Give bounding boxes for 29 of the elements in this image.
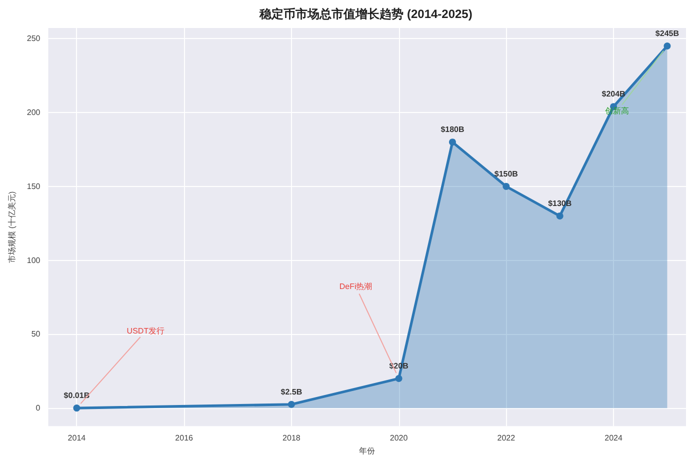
point: [664, 42, 671, 50]
x-tick-label: 2018: [282, 434, 301, 443]
annotation: DeFi热潮: [339, 282, 372, 292]
data-label: $0.01B: [64, 391, 90, 400]
x-tick-label: 2014: [68, 434, 86, 443]
x-tick-label: 2022: [497, 434, 516, 443]
point: [556, 212, 564, 220]
data-label: $245B: [655, 29, 680, 38]
annotation: USDT发行: [126, 326, 165, 336]
point: [502, 182, 510, 190]
x-tick-label: 2024: [604, 434, 623, 443]
point: [73, 404, 80, 412]
data-label: $180B: [440, 125, 464, 134]
y-tick-label: 100: [26, 256, 41, 265]
y-tick-label: 150: [26, 182, 41, 191]
y-tick-label: 0: [36, 404, 41, 413]
y-tick-label: 200: [26, 108, 41, 118]
data-label: $2.5B: [280, 387, 302, 396]
x-tick-label: 2016: [175, 434, 194, 443]
point: [448, 138, 456, 146]
y-tick-label: 250: [26, 34, 41, 44]
point: [395, 375, 402, 382]
y-tick-label: 50: [31, 330, 41, 339]
data-label: $150B: [494, 169, 518, 178]
x-tick-label: 2020: [390, 434, 408, 443]
y-axis-title: 市场规模 (十亿美元): [8, 190, 16, 263]
chart-title: 稳定币市场总市值增长趋势 (2014-2025): [258, 7, 472, 21]
x-axis-title: 年份: [359, 446, 376, 456]
point: [288, 400, 295, 408]
